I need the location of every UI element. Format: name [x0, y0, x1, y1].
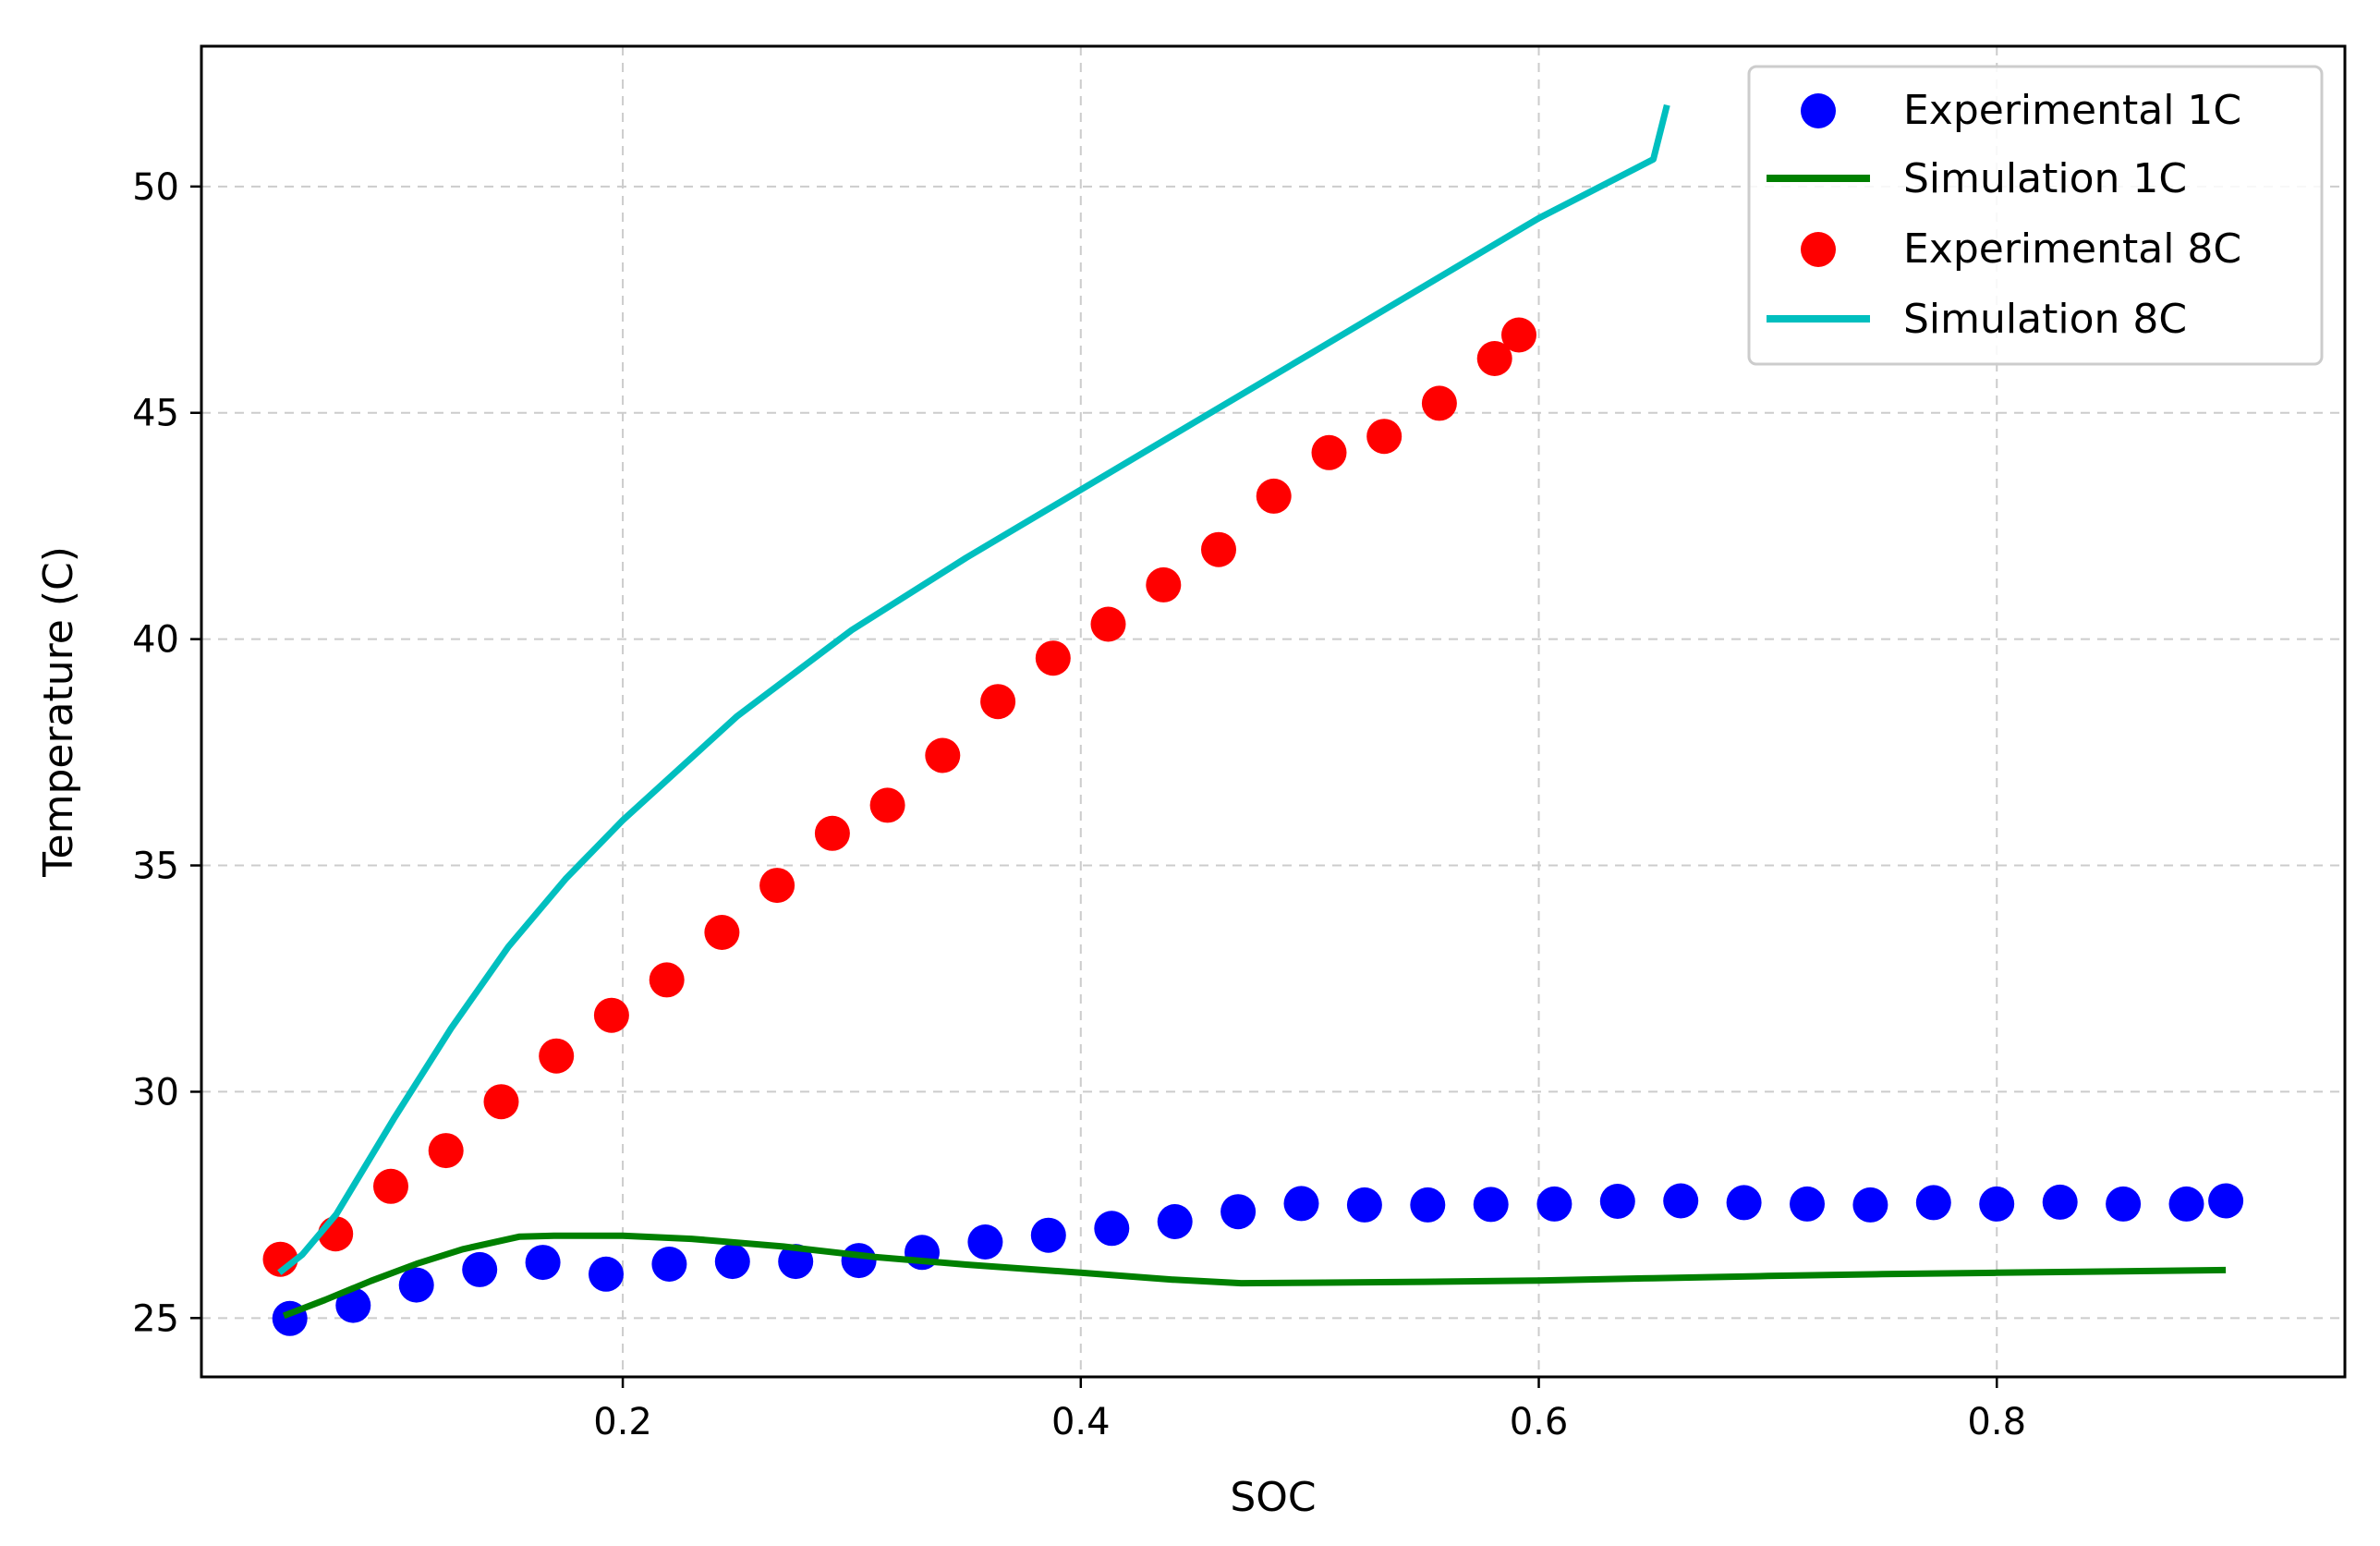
data-point-experimental-1c	[1852, 1187, 1888, 1223]
data-point-experimental-8c	[759, 868, 795, 904]
data-point-experimental-1c	[1283, 1186, 1319, 1222]
data-point-experimental-1c	[1663, 1183, 1699, 1219]
legend-label-simulation-1c: Simulation 1C	[1903, 155, 2187, 202]
data-point-experimental-8c	[593, 997, 629, 1033]
legend-label-simulation-8c: Simulation 8C	[1903, 296, 2187, 343]
data-point-experimental-1c	[651, 1247, 687, 1282]
y-axis-label: Temperature (C)	[35, 546, 82, 878]
series-simulation-1c	[282, 1232, 2227, 1320]
y-tick-label: 40	[132, 619, 179, 662]
data-point-experimental-8c	[539, 1038, 575, 1074]
data-point-experimental-8c	[869, 787, 905, 823]
x-axis-label: SOC	[1230, 1474, 1316, 1521]
data-point-experimental-8c	[704, 915, 740, 950]
data-point-experimental-1c	[778, 1244, 814, 1280]
data-point-experimental-8c	[1366, 419, 1402, 455]
data-point-experimental-8c	[1256, 478, 1292, 514]
data-point-experimental-1c	[1979, 1186, 2015, 1222]
data-point-experimental-1c	[1473, 1187, 1509, 1223]
data-point-experimental-1c	[1599, 1184, 1635, 1219]
y-tick-label: 30	[132, 1071, 179, 1114]
data-point-experimental-1c	[2208, 1183, 2244, 1219]
data-point-experimental-1c	[525, 1245, 561, 1281]
data-point-experimental-1c	[589, 1256, 624, 1292]
data-point-experimental-8c	[428, 1133, 464, 1169]
y-tick-label: 45	[132, 393, 179, 435]
data-point-experimental-1c	[1094, 1211, 1130, 1247]
y-tick-label: 35	[132, 846, 179, 888]
legend: Experimental 1C Simulation 1C Experiment…	[1747, 65, 2324, 366]
data-point-experimental-8c	[980, 684, 1016, 720]
legend-marker-experimental-8c	[1801, 232, 1836, 267]
x-tick-label: 0.4	[1051, 1401, 1111, 1443]
data-point-experimental-1c	[1030, 1217, 1066, 1253]
data-point-experimental-1c	[1346, 1187, 1382, 1223]
legend-entry-experimental-8c: Experimental 8C	[1801, 225, 2241, 273]
data-point-experimental-1c	[398, 1267, 434, 1303]
x-tick-label: 0.8	[1967, 1401, 2026, 1443]
data-point-experimental-1c	[1220, 1194, 1257, 1230]
plot-area-frame	[200, 44, 2347, 1379]
axis-ticks: 0.2 0.4 0.6 0.8 25 30 35 40 45 50	[132, 166, 2026, 1443]
data-point-experimental-1c	[2168, 1186, 2204, 1222]
series-line-simulation-1c	[282, 1232, 2227, 1320]
data-point-experimental-8c	[373, 1168, 408, 1204]
legend-frame	[1747, 65, 2324, 366]
x-tick-label: 0.2	[593, 1401, 652, 1443]
data-point-experimental-8c	[1421, 385, 1457, 421]
legend-label-experimental-1c: Experimental 1C	[1903, 87, 2241, 134]
data-point-experimental-8c	[1090, 606, 1126, 642]
data-point-experimental-1c	[1157, 1204, 1193, 1239]
data-point-experimental-1c	[335, 1287, 371, 1323]
data-point-experimental-1c	[1790, 1186, 1825, 1222]
series-simulation-8c	[277, 103, 1670, 1276]
data-point-experimental-8c	[483, 1084, 519, 1120]
legend-entry-simulation-1c: Simulation 1C	[1767, 155, 2187, 202]
data-point-experimental-8c	[925, 737, 961, 773]
legend-marker-experimental-1c	[1801, 93, 1836, 128]
data-point-experimental-8c	[814, 815, 850, 851]
data-point-experimental-8c	[1201, 531, 1236, 567]
data-point-experimental-1c	[2106, 1186, 2142, 1222]
data-point-experimental-1c	[1410, 1187, 1446, 1223]
legend-label-experimental-8c: Experimental 8C	[1903, 225, 2241, 273]
data-point-experimental-8c	[1501, 317, 1536, 353]
data-point-experimental-8c	[649, 962, 685, 998]
legend-entry-simulation-8c: Simulation 8C	[1767, 296, 2187, 343]
y-tick-label: 25	[132, 1297, 179, 1340]
data-point-experimental-1c	[462, 1251, 498, 1287]
data-point-experimental-1c	[1536, 1186, 1572, 1222]
data-point-experimental-1c	[1915, 1185, 1951, 1221]
data-point-experimental-8c	[1311, 434, 1347, 470]
x-tick-label: 0.6	[1510, 1401, 1569, 1443]
data-point-experimental-1c	[841, 1243, 877, 1279]
data-point-experimental-8c	[1476, 341, 1512, 376]
y-tick-label: 50	[132, 166, 179, 209]
legend-entry-experimental-1c: Experimental 1C	[1801, 87, 2241, 134]
data-point-experimental-1c	[967, 1224, 1003, 1260]
data-point-experimental-1c	[714, 1244, 750, 1280]
data-point-experimental-1c	[1726, 1185, 1762, 1221]
data-point-experimental-8c	[1035, 640, 1071, 676]
series-line-simulation-8c	[277, 103, 1670, 1276]
series-layer	[262, 103, 2244, 1336]
data-point-experimental-1c	[2042, 1184, 2078, 1220]
data-point-experimental-8c	[1146, 566, 1182, 603]
